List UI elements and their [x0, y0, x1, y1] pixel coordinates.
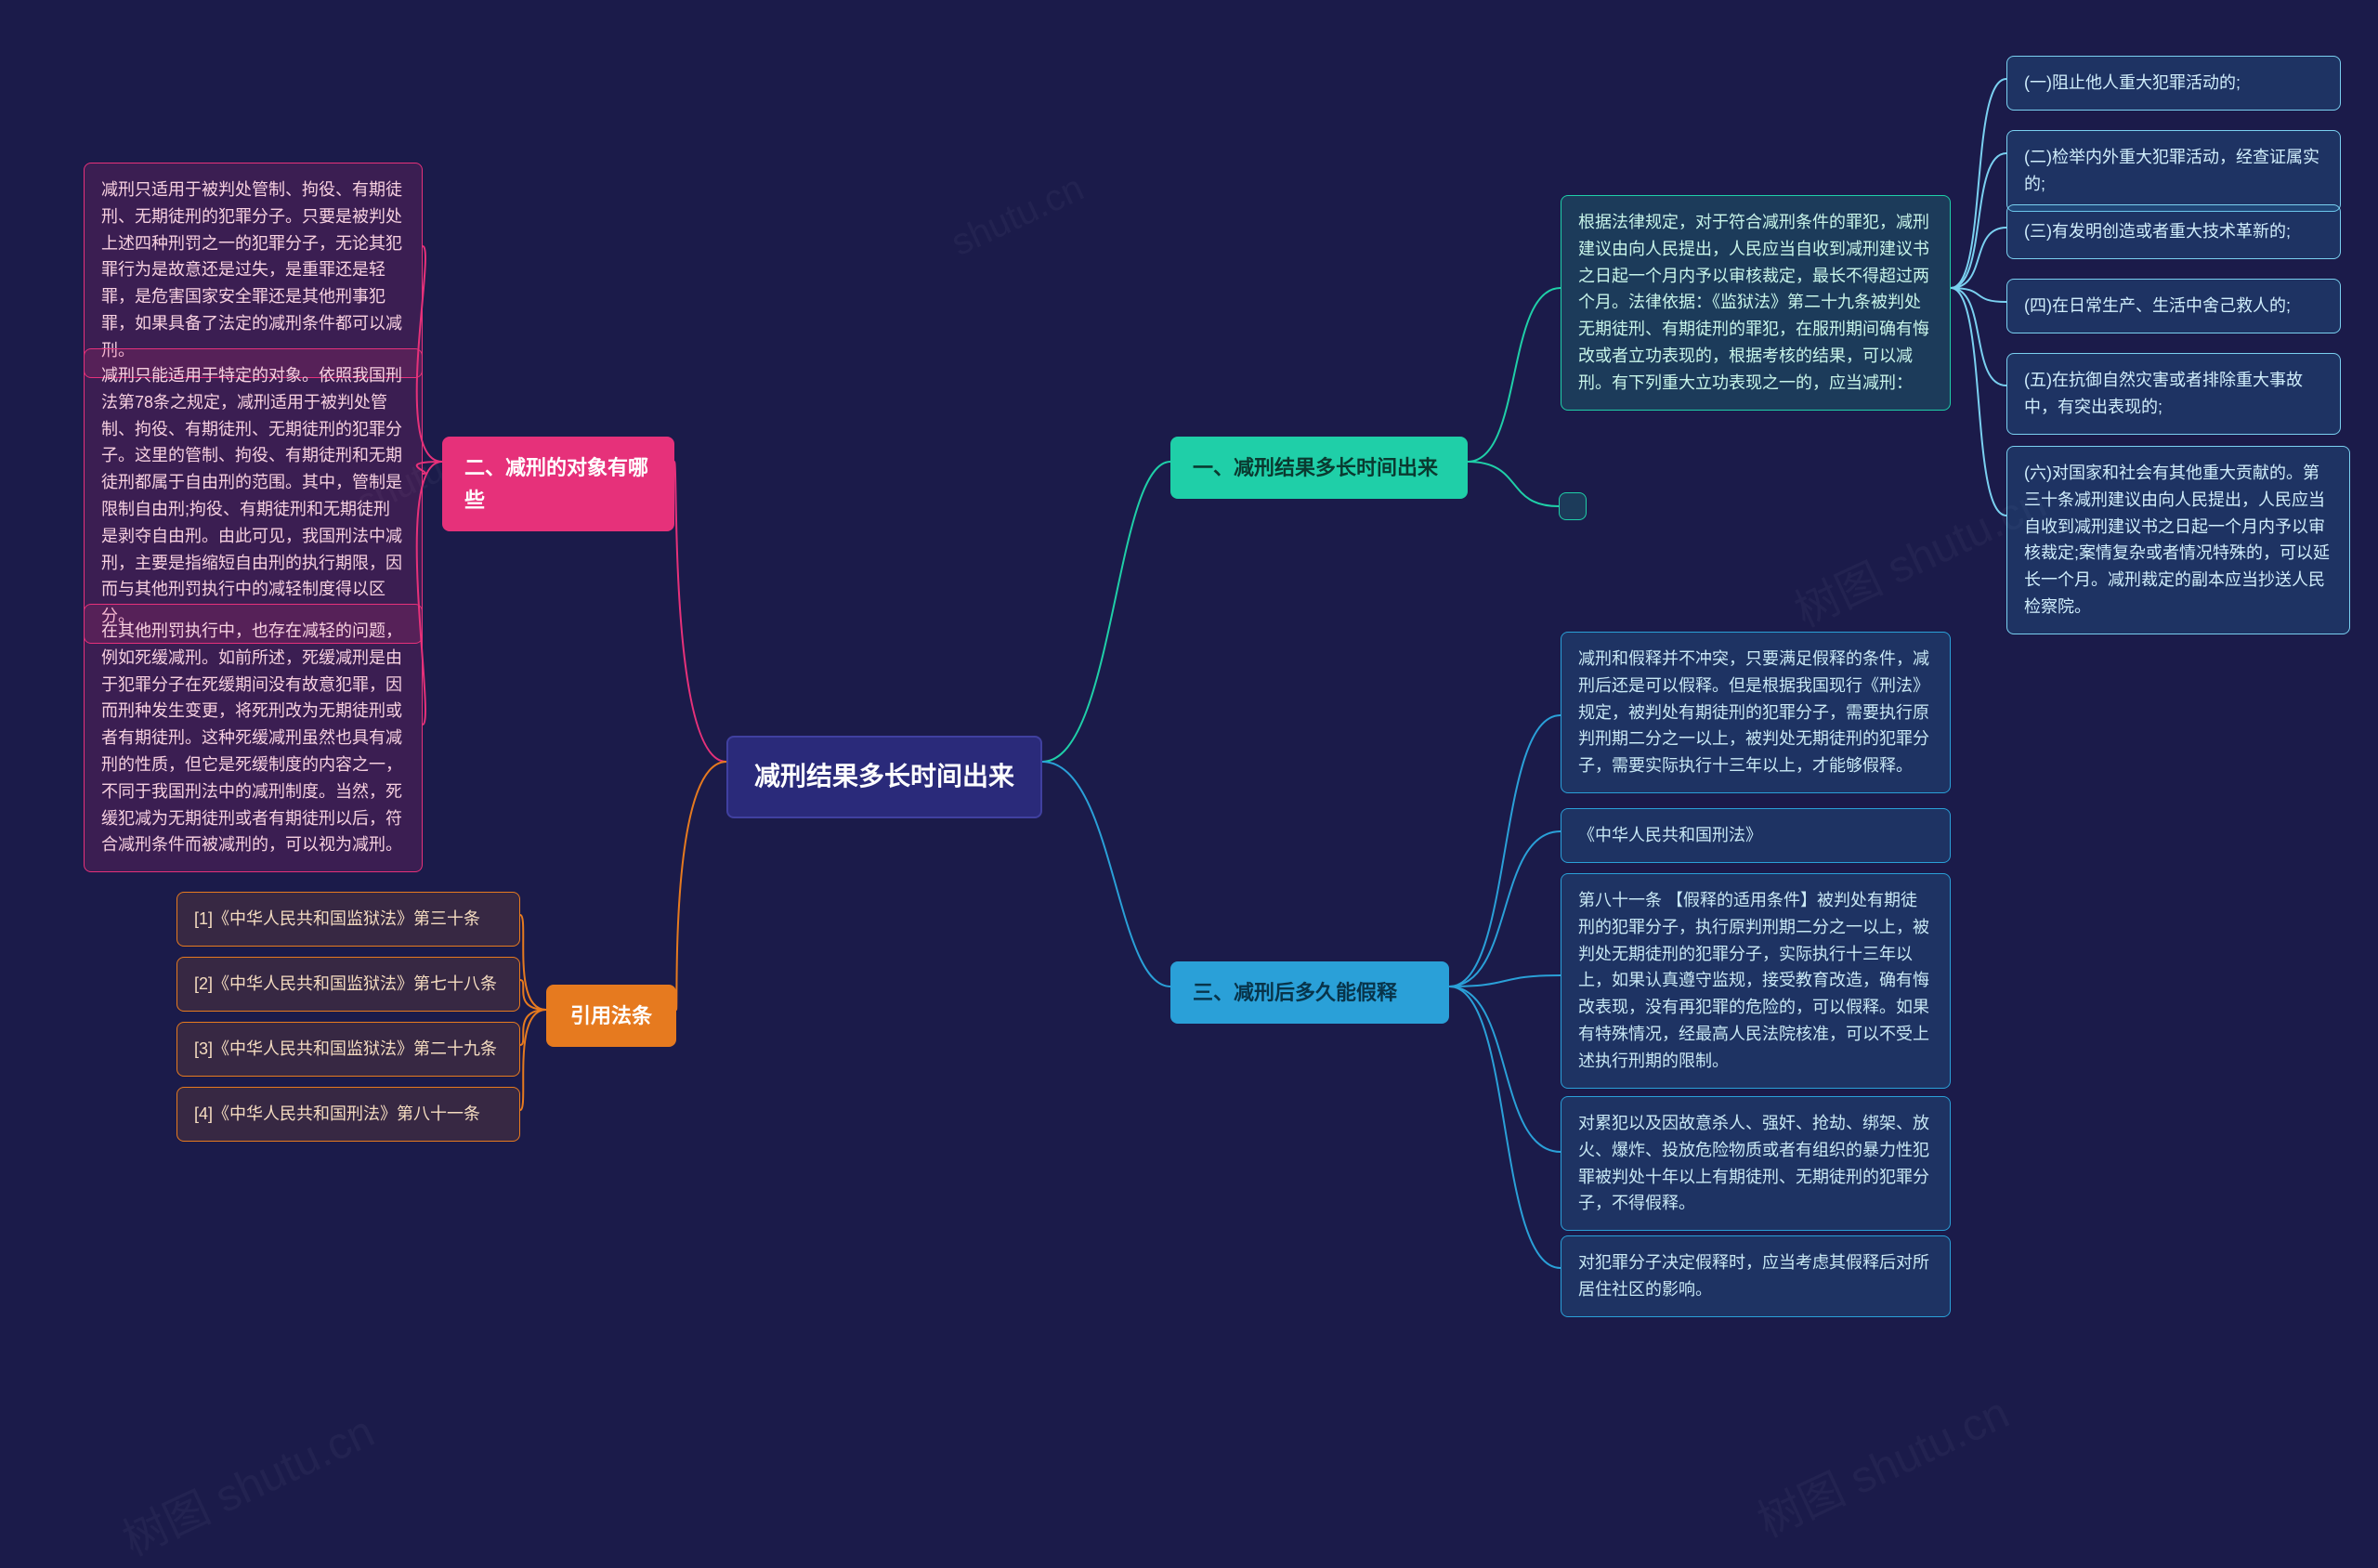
- watermark: shutu.cn: [946, 167, 1091, 265]
- branch-3-item-5[interactable]: 对犯罪分子决定假释时，应当考虑其假释后对所居住社区的影响。: [1561, 1235, 1951, 1317]
- branch-4[interactable]: 引用法条: [546, 985, 676, 1047]
- branch-1-item-4[interactable]: (四)在日常生产、生活中舍己救人的;: [2006, 279, 2341, 333]
- branch-4-item-4[interactable]: [4]《中华人民共和国刑法》第八十一条: [176, 1087, 520, 1142]
- branch-3-item-2[interactable]: 《中华人民共和国刑法》: [1561, 808, 1951, 863]
- branch-1-para[interactable]: 根据法律规定，对于符合减刑条件的罪犯，减刑建议由向人民提出，人民应当自收到减刑建…: [1561, 195, 1951, 411]
- branch-3-item-3[interactable]: 第八十一条 【假释的适用条件】被判处有期徒刑的犯罪分子，执行原判刑期二分之一以上…: [1561, 873, 1951, 1089]
- branch-3-item-4[interactable]: 对累犯以及因故意杀人、强奸、抢劫、绑架、放火、爆炸、投放危险物质或者有组织的暴力…: [1561, 1096, 1951, 1231]
- branch-3-item-1[interactable]: 减刑和假释并不冲突，只要满足假释的条件，减刑后还是可以假释。但是根据我国现行《刑…: [1561, 632, 1951, 793]
- branch-1[interactable]: 一、减刑结果多长时间出来: [1170, 437, 1468, 499]
- branch-4-item-1[interactable]: [1]《中华人民共和国监狱法》第三十条: [176, 892, 520, 947]
- center-node[interactable]: 减刑结果多长时间出来: [726, 736, 1042, 818]
- branch-1-stub[interactable]: [1559, 492, 1587, 520]
- branch-2-item-1[interactable]: 减刑只适用于被判处管制、拘役、有期徒刑、无期徒刑的犯罪分子。只要是被判处上述四种…: [84, 163, 423, 378]
- branch-1-item-3[interactable]: (三)有发明创造或者重大技术革新的;: [2006, 204, 2341, 259]
- branch-4-item-2[interactable]: [2]《中华人民共和国监狱法》第七十八条: [176, 957, 520, 1012]
- branch-2[interactable]: 二、减刑的对象有哪些: [442, 437, 674, 531]
- branch-3[interactable]: 三、减刑后多久能假释: [1170, 961, 1449, 1024]
- branch-2-item-2[interactable]: 减刑只能适用于特定的对象。依照我国刑法第78条之规定，减刑适用于被判处管制、拘役…: [84, 348, 423, 644]
- branch-2-item-3[interactable]: 在其他刑罚执行中，也存在减轻的问题，例如死缓减刑。如前所述，死缓减刑是由于犯罪分…: [84, 604, 423, 872]
- watermark: 树图 shutu.cn: [111, 1395, 383, 1568]
- watermark: 树图 shutu.cn: [1745, 1377, 2018, 1549]
- branch-1-item-5[interactable]: (五)在抗御自然灾害或者排除重大事故中，有突出表现的;: [2006, 353, 2341, 435]
- branch-1-item-1[interactable]: (一)阻止他人重大犯罪活动的;: [2006, 56, 2341, 111]
- branch-4-item-3[interactable]: [3]《中华人民共和国监狱法》第二十九条: [176, 1022, 520, 1077]
- branch-1-item-2[interactable]: (二)检举内外重大犯罪活动，经查证属实的;: [2006, 130, 2341, 212]
- branch-1-item-6[interactable]: (六)对国家和社会有其他重大贡献的。第三十条减刑建议由向人民提出，人民应当自收到…: [2006, 446, 2350, 634]
